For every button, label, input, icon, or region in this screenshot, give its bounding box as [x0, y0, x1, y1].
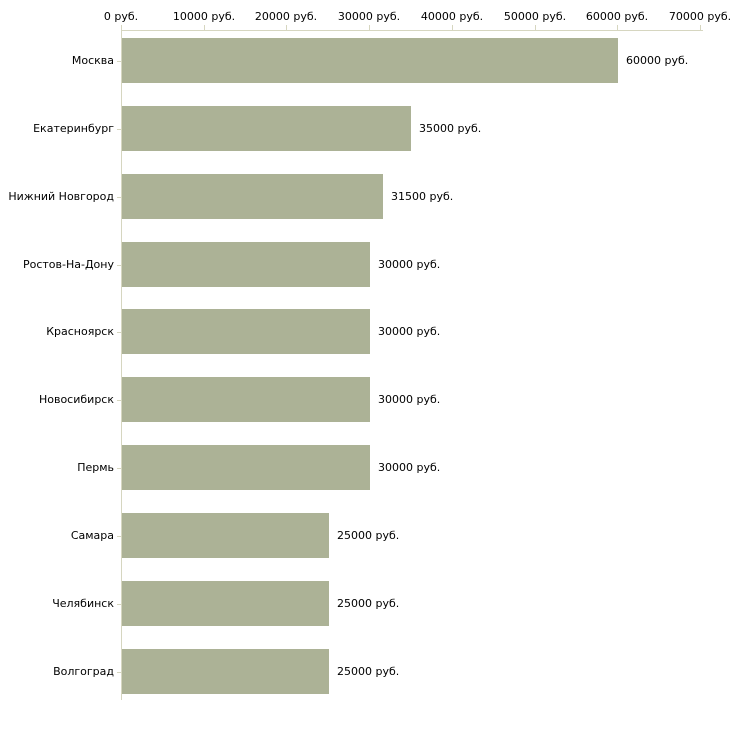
bar [122, 242, 370, 287]
category-tick-mark [117, 129, 121, 130]
bar [122, 174, 383, 219]
y-axis-line [121, 30, 122, 700]
value-label: 30000 руб. [378, 258, 441, 271]
x-tick-mark [368, 25, 370, 30]
category-tick-mark [117, 468, 121, 469]
x-tick-label: 30000 руб. [337, 10, 401, 23]
category-tick-mark [117, 332, 121, 333]
value-label: 35000 руб. [419, 122, 482, 135]
value-label: 31500 руб. [391, 190, 454, 203]
x-tick-mark [203, 25, 205, 30]
category-tick-mark [117, 265, 121, 266]
category-label: Новосибирск [38, 393, 114, 406]
value-label: 30000 руб. [378, 461, 441, 474]
x-axis-line [121, 30, 703, 31]
category-label: Самара [70, 529, 114, 542]
category-label: Красноярск [46, 325, 114, 338]
category-tick-mark [117, 400, 121, 401]
value-label: 25000 руб. [337, 529, 400, 542]
x-tick-label: 0 руб. [103, 10, 139, 23]
category-tick-mark [117, 197, 121, 198]
category-tick-mark [117, 536, 121, 537]
category-label: Екатеринбург [33, 122, 114, 135]
x-tick-mark [451, 25, 453, 30]
x-tick-label: 10000 руб. [172, 10, 236, 23]
x-tick-label: 20000 руб. [254, 10, 318, 23]
x-tick-mark [285, 25, 287, 30]
bar [122, 377, 370, 422]
category-label: Волгоград [53, 665, 114, 678]
category-tick-mark [117, 604, 121, 605]
category-label: Москва [71, 54, 114, 67]
x-tick-mark [534, 25, 536, 30]
category-label: Нижний Новгород [8, 190, 114, 203]
x-tick-label: 40000 руб. [420, 10, 484, 23]
value-label: 60000 руб. [626, 54, 689, 67]
x-tick-mark [699, 25, 701, 30]
value-label: 25000 руб. [337, 597, 400, 610]
bar [122, 649, 329, 694]
x-tick-label: 50000 руб. [503, 10, 567, 23]
x-tick-mark [616, 25, 618, 30]
x-tick-label: 60000 руб. [585, 10, 649, 23]
category-tick-mark [117, 672, 121, 673]
value-label: 30000 руб. [378, 393, 441, 406]
x-tick-label: 70000 руб. [668, 10, 730, 23]
category-label: Ростов-На-Дону [22, 258, 114, 271]
bar [122, 581, 329, 626]
bar [122, 38, 618, 83]
category-label: Пермь [77, 461, 114, 474]
value-label: 25000 руб. [337, 665, 400, 678]
x-tick-mark [120, 25, 122, 30]
category-tick-mark [117, 61, 121, 62]
category-label: Челябинск [52, 597, 114, 610]
value-label: 30000 руб. [378, 325, 441, 338]
bar [122, 106, 411, 151]
bar [122, 513, 329, 558]
bar [122, 309, 370, 354]
bar [122, 445, 370, 490]
